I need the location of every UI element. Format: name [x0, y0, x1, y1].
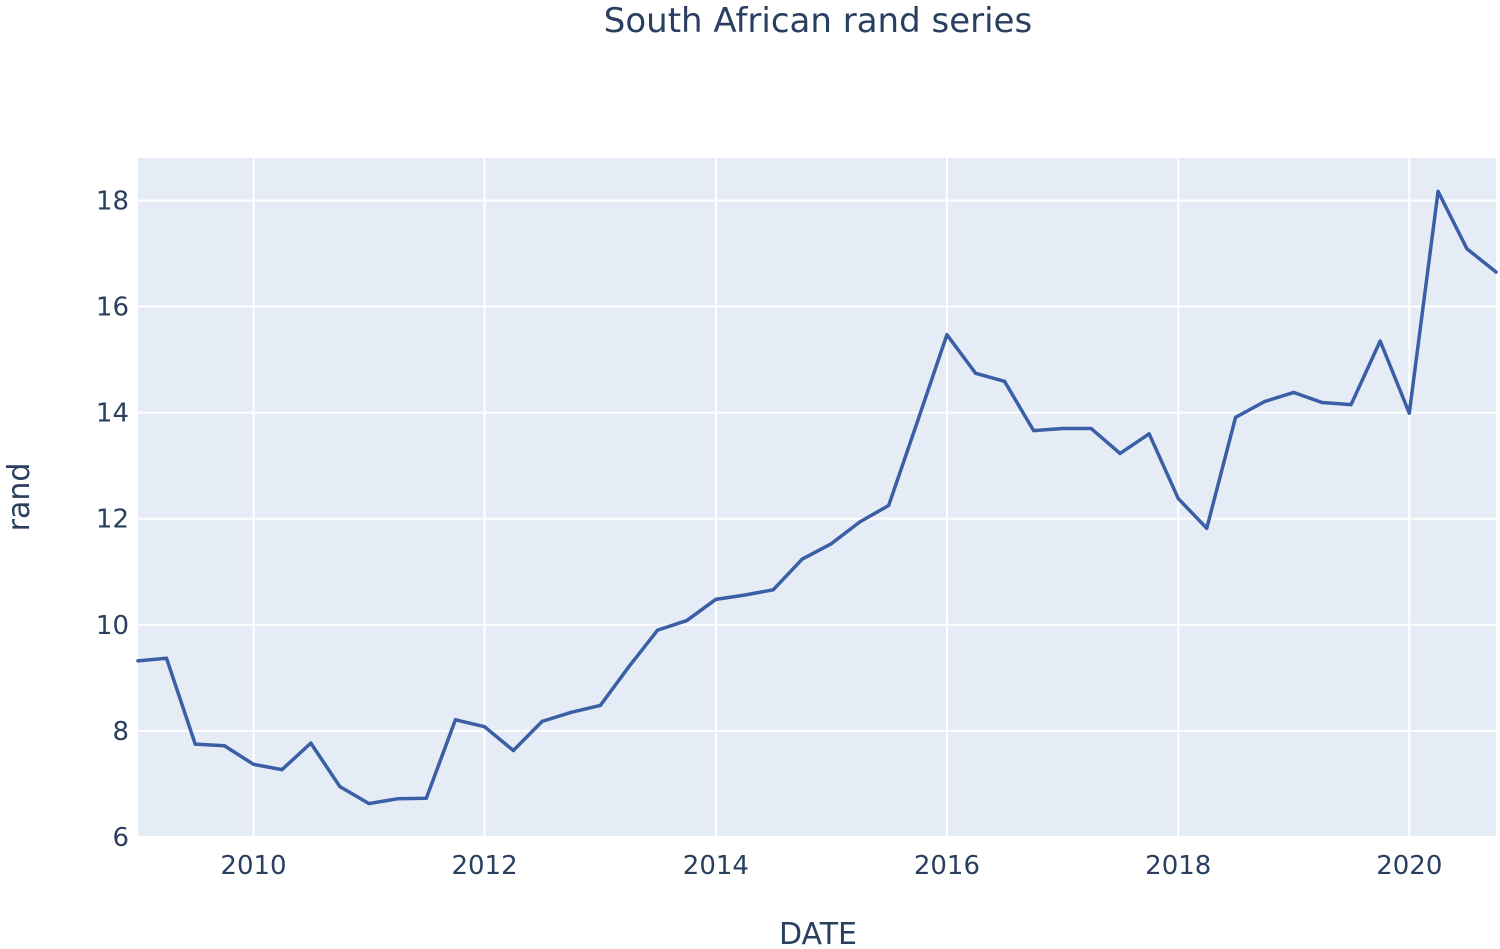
data-point: [1378, 339, 1382, 343]
y-axis-ticks: 6 8 10 12 14 16 18: [96, 186, 129, 853]
data-point: [569, 710, 573, 714]
data-point: [1233, 415, 1238, 419]
data-point: [1436, 189, 1440, 194]
data-point: [193, 742, 197, 746]
data-point: [1494, 270, 1498, 274]
data-point: [1292, 390, 1296, 395]
data-point: [367, 801, 371, 806]
data-point: [742, 593, 746, 597]
data-point: [453, 718, 458, 722]
data-point: [714, 597, 718, 601]
data-point: [482, 725, 487, 729]
data-point: [858, 520, 862, 524]
data-point: [511, 748, 515, 753]
y-tick-label: 12: [96, 505, 129, 535]
data-point: [1089, 426, 1093, 431]
data-point: [1320, 400, 1324, 405]
data-point: [1176, 496, 1180, 501]
data-point: [829, 542, 833, 546]
data-point: [916, 418, 920, 423]
data-point: [338, 785, 342, 789]
x-tick-label: 2016: [914, 851, 980, 881]
data-point: [1349, 403, 1353, 407]
y-tick-label: 14: [96, 399, 129, 429]
data-point: [887, 503, 891, 508]
data-point: [251, 762, 256, 766]
data-point: [945, 333, 949, 337]
x-tick-label: 2012: [451, 851, 517, 881]
y-tick-label: 18: [96, 186, 129, 216]
x-axis-ticks: 2010 2012 2014 2016 2018 2020: [220, 851, 1442, 881]
data-point: [685, 618, 689, 623]
data-point: [1263, 399, 1267, 404]
x-tick-label: 2014: [683, 851, 749, 881]
data-point: [771, 588, 775, 592]
plot-area: [138, 158, 1496, 837]
data-point: [800, 557, 804, 561]
y-axis-title: rand: [2, 463, 37, 532]
data-point: [1407, 411, 1411, 415]
data-point: [1002, 379, 1007, 383]
data-point: [136, 659, 140, 663]
x-tick-label: 2020: [1376, 851, 1442, 881]
data-point: [222, 744, 226, 748]
data-point: [280, 768, 284, 772]
data-point: [540, 719, 544, 723]
data-point: [1147, 432, 1151, 436]
x-tick-label: 2010: [220, 851, 286, 881]
data-point: [1061, 426, 1065, 431]
data-points: [136, 189, 1498, 806]
data-point: [424, 796, 428, 800]
data-point: [1118, 451, 1122, 456]
data-point: [598, 703, 602, 708]
y-tick-label: 10: [96, 611, 129, 641]
data-point: [164, 656, 169, 660]
data-point: [627, 665, 631, 669]
data-point: [1032, 429, 1036, 433]
data-point: [395, 797, 400, 801]
series-line: [136, 189, 1498, 806]
data-point: [309, 741, 313, 745]
data-point: [1465, 247, 1469, 251]
y-tick-label: 16: [96, 293, 129, 323]
x-tick-label: 2018: [1145, 851, 1211, 881]
x-axis-title: DATE: [779, 917, 857, 949]
data-point: [974, 371, 978, 375]
y-tick-label: 8: [112, 717, 129, 747]
data-point: [656, 628, 660, 632]
chart-title: South African rand series: [604, 1, 1032, 41]
data-point: [1205, 526, 1209, 530]
y-tick-label: 6: [112, 823, 129, 853]
